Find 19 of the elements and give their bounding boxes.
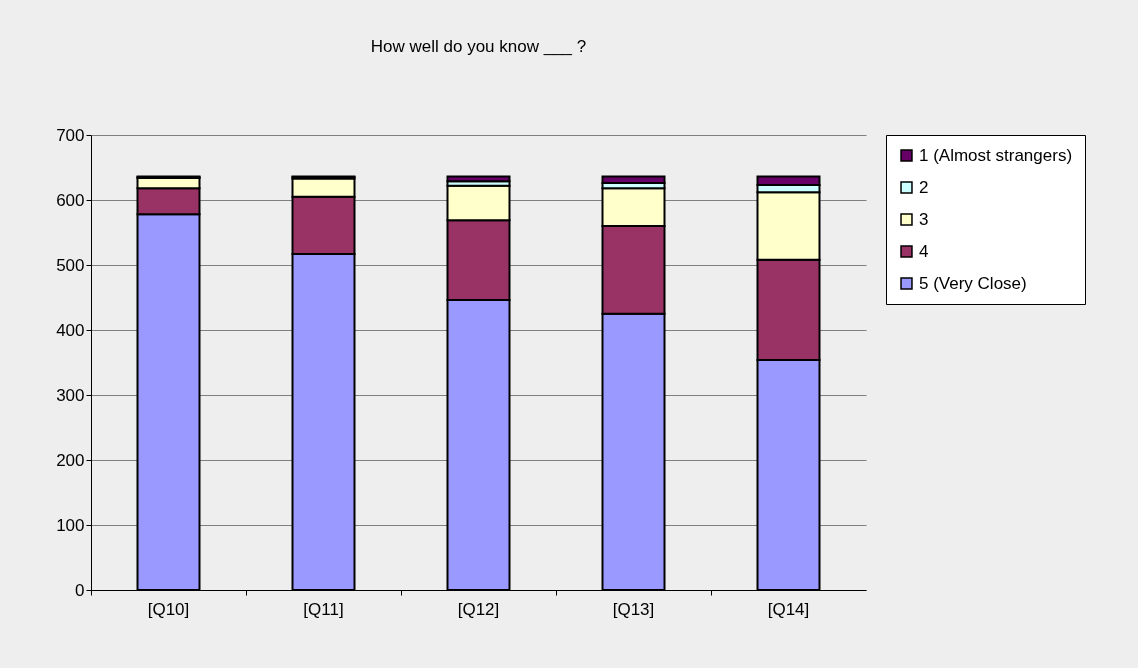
x-tick-label: [Q10]	[147, 599, 190, 619]
x-tick-label: [Q14]	[767, 599, 810, 619]
y-tick-label: 500	[56, 255, 85, 275]
legend-label: 1 (Almost strangers)	[919, 145, 1073, 165]
y-tick-label: 400	[56, 320, 85, 340]
y-tick-label: 700	[56, 125, 85, 145]
y-tick-label: 300	[56, 385, 85, 405]
x-tick-label: [Q13]	[612, 599, 655, 619]
legend-label: 5 (Very Close)	[919, 273, 1027, 293]
x-tick-label: [Q12]	[457, 599, 500, 619]
y-tick-label: 100	[56, 515, 85, 535]
legend-label: 3	[919, 209, 929, 229]
x-tick-label: [Q11]	[303, 599, 344, 619]
legend-label: 4	[919, 241, 929, 261]
y-tick-label: 600	[56, 190, 85, 210]
chart-title: How well do you know ___ ?	[370, 37, 587, 56]
legend-label: 2	[919, 177, 929, 197]
y-tick-label: 200	[56, 450, 85, 470]
y-tick-label: 0	[75, 580, 85, 600]
